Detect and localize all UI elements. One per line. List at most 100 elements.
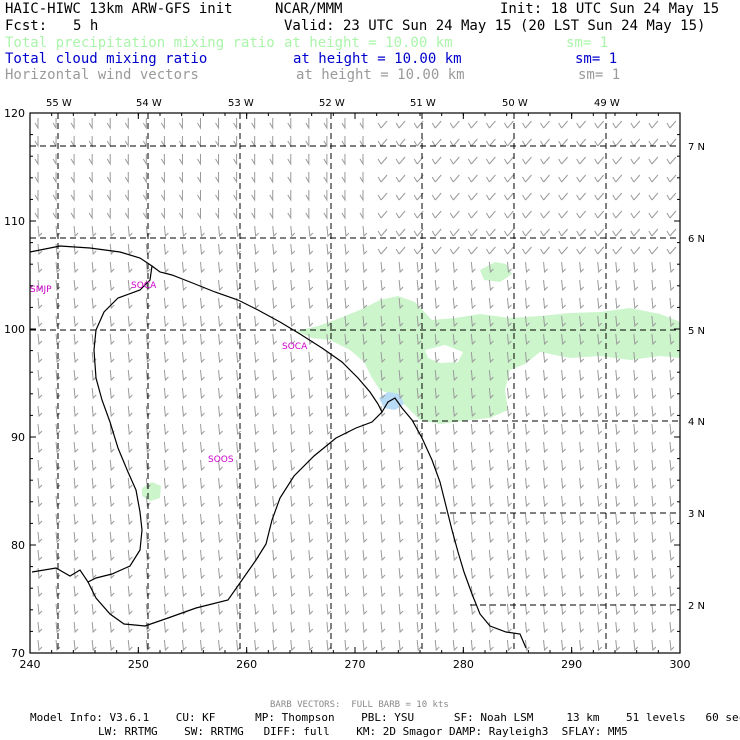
wind-barb <box>287 118 292 130</box>
wind-barb <box>272 351 278 364</box>
wind-barb <box>73 639 79 652</box>
wind-barb <box>254 369 260 382</box>
lon-label: 49 W <box>594 98 620 109</box>
wind-barb <box>431 228 442 237</box>
wind-barb <box>612 174 623 183</box>
wind-barb <box>109 243 115 256</box>
wind-barb <box>73 459 79 472</box>
wind-barb <box>525 531 530 544</box>
wind-barb <box>254 315 260 328</box>
wind-barb <box>416 405 422 418</box>
wind-barb <box>37 459 43 472</box>
wind-barb <box>55 567 61 580</box>
wind-barb <box>398 621 404 634</box>
wind-barb <box>669 387 675 400</box>
wind-barb <box>55 315 61 328</box>
wind-barb <box>215 154 220 166</box>
wind-barb <box>540 174 550 183</box>
wind-barb <box>413 138 424 147</box>
wind-barb <box>506 261 512 274</box>
wind-barb <box>434 621 440 634</box>
wind-barb <box>308 567 314 580</box>
wind-barb <box>145 585 151 598</box>
station-label: SOCA <box>282 342 308 352</box>
wind-barb <box>669 423 675 436</box>
wind-barb <box>561 423 566 436</box>
wind-barb <box>254 387 260 400</box>
wind-barb <box>380 423 386 436</box>
wind-barb <box>362 225 368 238</box>
field-precip-smooth: sm= 1 <box>566 35 609 51</box>
wind-barb <box>362 603 368 616</box>
wind-barb <box>380 279 386 292</box>
wind-barb <box>669 621 675 634</box>
wind-barb <box>633 477 639 490</box>
wind-barb <box>506 423 512 436</box>
wind-barb <box>485 192 496 201</box>
wind-barb <box>218 549 223 562</box>
wind-barb <box>55 369 61 382</box>
wind-barb <box>37 297 43 310</box>
wind-barb <box>344 621 350 634</box>
wind-barb <box>395 210 406 219</box>
wind-barb <box>576 210 587 219</box>
station-markers: SMJP SOCA SOCA SOOS <box>30 281 308 465</box>
wind-barb <box>272 531 278 544</box>
wind-barb <box>615 495 621 508</box>
wind-barb <box>200 531 205 544</box>
wind-barb <box>633 423 639 436</box>
wind-barb <box>88 208 93 220</box>
wind-barb <box>52 118 57 130</box>
wind-barb <box>127 405 133 418</box>
wind-barb <box>398 459 404 472</box>
wind-barb <box>540 192 550 201</box>
wind-barb <box>181 549 187 562</box>
wind-barb <box>73 405 79 418</box>
wind-barb <box>615 315 621 328</box>
wind-barb <box>344 441 350 454</box>
wind-barb <box>651 585 657 598</box>
forecast-hour: 5 h <box>73 18 99 34</box>
wind-barb <box>290 243 296 256</box>
wind-barb <box>525 279 530 292</box>
wind-barb <box>648 174 659 183</box>
wind-barb <box>124 118 129 130</box>
wind-barb <box>218 603 223 616</box>
wind-barb <box>431 246 442 255</box>
wind-barb <box>34 154 39 166</box>
wind-barb <box>380 297 386 310</box>
wind-barb <box>543 423 548 436</box>
wind-barb <box>576 120 587 129</box>
wind-barb <box>236 351 241 364</box>
wind-barb <box>55 549 61 562</box>
wind-barb <box>525 477 530 490</box>
wind-barb <box>467 210 478 219</box>
wind-barb <box>218 513 223 526</box>
wind-barb <box>362 585 368 598</box>
wind-barb <box>669 477 675 490</box>
wind-barb <box>236 531 241 544</box>
wind-barb <box>488 513 494 526</box>
wind-barb <box>666 228 677 237</box>
wind-barb <box>251 154 256 166</box>
wind-barb <box>323 154 328 166</box>
wind-barb <box>525 567 530 580</box>
wind-barb <box>272 585 278 598</box>
wind-barb <box>579 405 585 418</box>
wind-barb <box>597 513 603 526</box>
wind-barb <box>452 333 458 346</box>
wind-barb <box>181 567 187 580</box>
wind-barb <box>55 405 61 418</box>
lat-label: 3 N <box>688 509 705 520</box>
wind-barb <box>579 279 585 292</box>
wind-barb <box>73 279 79 292</box>
wind-barb <box>597 603 603 616</box>
wind-barb <box>380 441 386 454</box>
wind-barb <box>452 621 458 634</box>
wind-barb <box>55 333 61 346</box>
wind-barb <box>145 423 151 436</box>
wind-barb <box>522 156 532 165</box>
wind-barb <box>200 423 205 436</box>
wind-barb <box>142 190 147 202</box>
